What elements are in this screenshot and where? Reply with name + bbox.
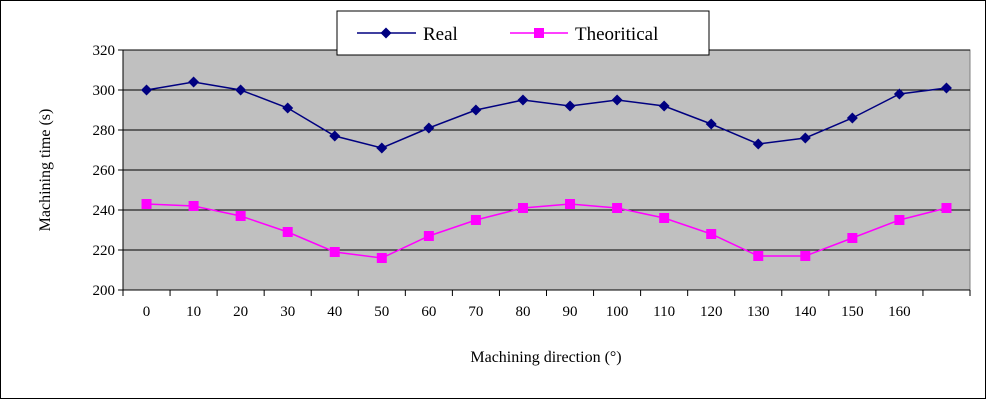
y-tick-labels: 200 220 240 260 280 300 320 [93, 43, 116, 299]
y-tick-label: 200 [93, 283, 116, 299]
data-point-theoritical [894, 215, 905, 225]
y-tick-label: 260 [93, 163, 116, 179]
data-point-theoritical [847, 233, 858, 243]
data-point-real [376, 142, 388, 154]
data-point-theoritical [470, 215, 481, 225]
legend-label-real: Real [423, 24, 458, 45]
data-point-real [799, 132, 811, 144]
data-point-theoritical [659, 213, 670, 223]
data-point-real [517, 94, 529, 106]
x-tick-label: 140 [794, 304, 817, 320]
data-point-real [235, 84, 247, 96]
data-point-real [329, 130, 341, 142]
data-point-real [846, 112, 858, 124]
data-point-real [423, 122, 435, 134]
y-tick-label: 280 [93, 123, 116, 139]
series-line-real [146, 81, 947, 149]
legend-marker-real [380, 27, 392, 39]
x-tick-label: 160 [888, 304, 911, 320]
data-point-real [470, 104, 482, 116]
y-tick-label: 300 [93, 83, 116, 99]
data-point-real [658, 100, 670, 112]
data-point-real [141, 84, 153, 96]
x-axis-label: Machining direction (°) [470, 349, 621, 366]
x-tick-label: 20 [233, 304, 248, 320]
x-tick-label: 40 [327, 304, 342, 320]
data-point-theoritical [235, 211, 246, 221]
data-point-theoritical [706, 229, 717, 239]
data-point-theoritical [565, 199, 576, 209]
x-tick-label: 110 [653, 304, 675, 320]
x-tick-label: 70 [468, 304, 483, 320]
x-tick-labels: 0 10 20 30 40 50 60 70 80 90 100 110 120 130 140 150 160 [143, 304, 911, 320]
data-point-real [282, 102, 294, 114]
data-point-real [752, 138, 764, 150]
data-point-real [188, 76, 200, 88]
data-point-theoritical [753, 251, 764, 261]
data-point-theoritical [423, 231, 434, 241]
data-point-real [564, 100, 576, 112]
series-layer [141, 76, 952, 263]
y-tick-label: 220 [93, 243, 116, 259]
data-point-theoritical [517, 203, 528, 213]
x-tick-label: 60 [421, 304, 436, 320]
x-tick-label: 0 [143, 304, 151, 320]
data-point-theoritical [329, 247, 340, 257]
data-point-theoritical [188, 201, 199, 211]
data-point-theoritical [141, 199, 152, 209]
legend-marker-theoritical [534, 28, 544, 38]
data-point-real [940, 82, 952, 94]
data-point-theoritical [800, 251, 811, 261]
y-tick-label: 240 [93, 203, 116, 219]
data-point-theoritical [282, 227, 293, 237]
data-point-real [893, 88, 905, 100]
x-tick-label: 150 [841, 304, 864, 320]
x-tick-label: 80 [515, 304, 530, 320]
x-tick-label: 30 [280, 304, 295, 320]
x-tick-label: 130 [747, 304, 770, 320]
data-point-theoritical [941, 203, 952, 213]
legend: Real Theoritical [336, 10, 710, 56]
series-line-theoritical [146, 203, 947, 259]
x-tick-label: 50 [374, 304, 389, 320]
x-tick-label: 120 [700, 304, 723, 320]
data-point-real [705, 118, 717, 130]
data-point-theoritical [612, 203, 623, 213]
y-tick-label: 320 [93, 43, 116, 59]
legend-label-theoritical: Theoritical [575, 24, 658, 45]
axes [122, 50, 971, 296]
data-point-theoritical [376, 253, 387, 263]
x-tick-label: 10 [186, 304, 201, 320]
data-point-real [611, 94, 623, 106]
x-tick-label: 90 [563, 304, 578, 320]
x-tick-label: 100 [606, 304, 629, 320]
y-axis-label: Machining time (s) [37, 109, 54, 232]
